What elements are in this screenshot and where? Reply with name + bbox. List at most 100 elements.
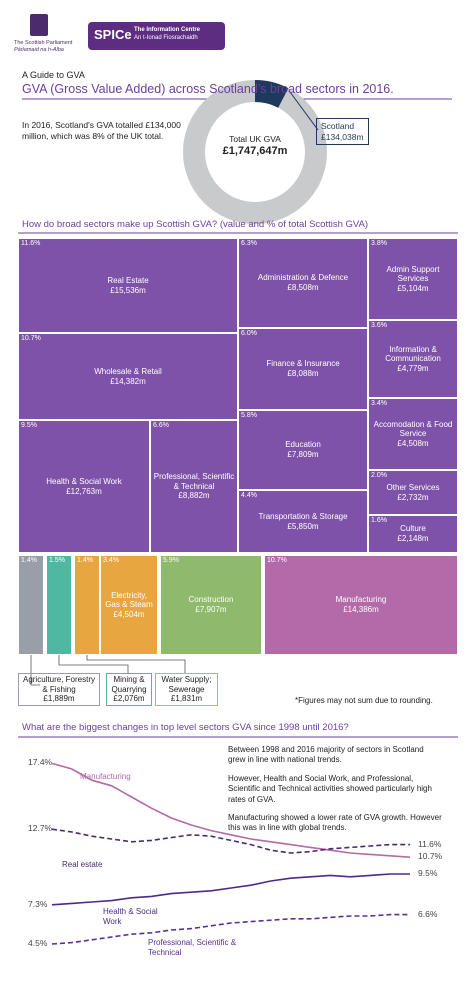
treemap-cell: 11.6% Real Estate £15,536m [18,238,238,333]
cell-text: Admin Support Services £5,104m [371,239,455,319]
sector-value: £5,850m [287,521,319,531]
annotation: However, Health and Social Work, and Pro… [228,773,432,804]
sector-value: £5,104m [397,283,429,293]
sector-name: Water Supply; Sewerage [161,675,212,694]
treemap-cell: 1.6% Culture £2,148m [368,515,458,553]
end-label: 6.6% [418,908,438,919]
share-label: 3.4% [371,400,387,407]
cell-text: Health & Social Work £12,763m [21,421,147,552]
sector-value: £7,907m [195,605,227,614]
badge-line: An t-Ionad Fiosrachaidh [134,34,198,41]
share-label: 6.3% [241,240,257,247]
share-label: 10.7% [21,335,41,342]
series-line [51,762,411,858]
cell-text: Administration & Defence £8,508m [241,239,365,327]
share-label: 10.7% [267,557,287,564]
sector-name: Administration & Defence [257,273,349,283]
connector-lines [30,655,186,686]
sector-box: Water Supply; Sewerage £1,831m [155,673,218,706]
sector-value: £2,148m [397,534,429,543]
sector-name: Electricity, Gas & Steam [105,590,153,610]
share-label: 4.4% [241,492,257,499]
page-title: GVA (Gross Value Added) across Scotland’… [22,82,394,96]
sector-value: £8,088m [287,369,319,378]
cell-text: Professional, Scientific & Technical £8,8… [153,421,235,552]
share-label: 1.6% [371,517,387,524]
series-label: Health & Social Work [103,907,158,926]
treemap-cell: 1.5% [46,555,72,655]
cell-text: Construction £7,907m [163,556,259,654]
sector-value: £14,382m [110,376,146,386]
annotation: Between 1998 and 2016 majority of sector… [228,745,424,765]
slice-value-label: £134,038m [321,131,364,142]
sector-value: £1,889m [43,694,75,704]
leader-line [289,91,319,131]
badge-lines: The Information Centre An t-Ionad Fiosra… [134,27,200,43]
sector-value: £4,779m [397,363,429,373]
chart-title: How do broad sectors make up Scottish GV… [22,219,369,230]
donut-center: Total UK GVA £1,747,647m [200,134,310,158]
treemap-cell: 10.7% Wholesale & Retail £14,382m [18,333,238,420]
treemap-cell: 3.6% Information & Communication £4,779m [368,320,458,398]
sector-name: Construction [188,595,234,605]
sector-name: Education [285,440,321,450]
sector-name: Accomodation & Food Service [373,419,453,439]
treemap-cell: 1.4% [74,555,100,655]
donut-slice [254,80,289,108]
sector-name: Wholesale & Retail [94,366,162,376]
sector-value: £8,882m [178,491,210,501]
badge: SPICe [94,27,132,42]
end-label: 11.6% [418,838,442,849]
intro-text: In 2016, Scotland's GVA totalled £134,00… [22,120,181,141]
cell-text: Other Services £2,732m [371,471,455,514]
share-label: 2.0% [371,472,387,479]
logo-crest [30,14,48,36]
treemap-cell: 6.6% Professional, Scientific & Technical… [150,420,238,553]
annotations: Between 1998 and 2016 majority of sector… [228,745,443,842]
cell-text: Culture £2,148m [371,516,455,552]
sector-value: £8,508m [287,283,319,292]
end-label: 17.4% [28,757,53,768]
treemap-cell: 6.0% Finance & Insurance £8,088m [238,328,368,410]
series-line [51,913,410,945]
sector-name: Culture [400,524,426,534]
cell-text: Transportation & Storage £5,850m [241,491,365,552]
share-label: 5.8% [241,412,257,419]
sector-name: Finance & Insurance [266,359,340,369]
legend-entry: Scotland [321,121,355,131]
share-label: 1.5% [49,557,65,564]
sector-value: £2,732m [397,492,429,502]
end-label: 7.3% [28,898,48,909]
center-label: Total UK GVA [229,134,281,144]
share-label: 11.6% [21,240,41,247]
slice-label: Scotland £134,038m [316,118,369,146]
sector-name: Transportation & Storage [258,511,348,521]
end-label: 10.7% [418,851,443,862]
sector-name: Manufacturing [335,595,387,605]
series-label: Real estate [62,860,103,869]
sector-name: Admin Support Services [386,264,440,284]
cell-text: Accomodation & Food Service £4,508m [371,399,455,469]
sector-value: £2,076m [113,694,145,704]
sector-name: Professional, Scientific & Technical [153,472,235,491]
cell-text: Finance & Insurance £8,088m [241,329,365,409]
kicker: A Guide to GVA [22,70,85,80]
share-label: 1.4% [77,557,93,564]
share-label: 3.8% [371,240,387,247]
treemap-cell: 5.8% Education £7,809m [238,410,368,490]
share-label: 1.4% [21,557,37,564]
sector-name: Agriculture, Forestry & Fishing [22,675,96,694]
treemap-cell: 4.4% Transportation & Storage £5,850m [238,490,368,553]
treemap-cell: 5.9% Construction £7,907m [160,555,262,655]
series-label: Professional, Scientific & Technical [148,938,237,957]
sector-value: £7,809m [287,450,319,459]
share-label: 6.6% [153,422,169,429]
cell-text: Information & Communication £4,779m [371,321,455,397]
total-label: £1,747,647m [222,144,288,157]
treemap-cell: 2.0% Other Services £2,732m [368,470,458,515]
sector-name: Other Services [386,482,440,492]
sector-box: Agriculture, Forestry & Fishing £1,889m [18,673,100,706]
end-label: 9.5% [418,868,438,878]
